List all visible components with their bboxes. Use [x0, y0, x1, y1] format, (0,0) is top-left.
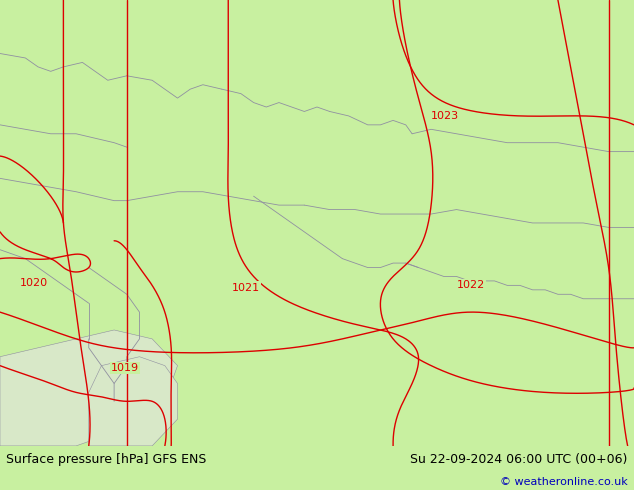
Text: 1021: 1021	[231, 283, 259, 293]
Text: Su 22-09-2024 06:00 UTC (00+06): Su 22-09-2024 06:00 UTC (00+06)	[410, 453, 628, 466]
Text: 1019: 1019	[111, 363, 139, 373]
Text: 1020: 1020	[20, 278, 48, 288]
Text: 1023: 1023	[431, 111, 459, 121]
Polygon shape	[0, 330, 178, 446]
Text: 1022: 1022	[456, 280, 485, 291]
Text: Surface pressure [hPa] GFS ENS: Surface pressure [hPa] GFS ENS	[6, 453, 207, 466]
Text: © weatheronline.co.uk: © weatheronline.co.uk	[500, 477, 628, 487]
Polygon shape	[89, 357, 178, 446]
